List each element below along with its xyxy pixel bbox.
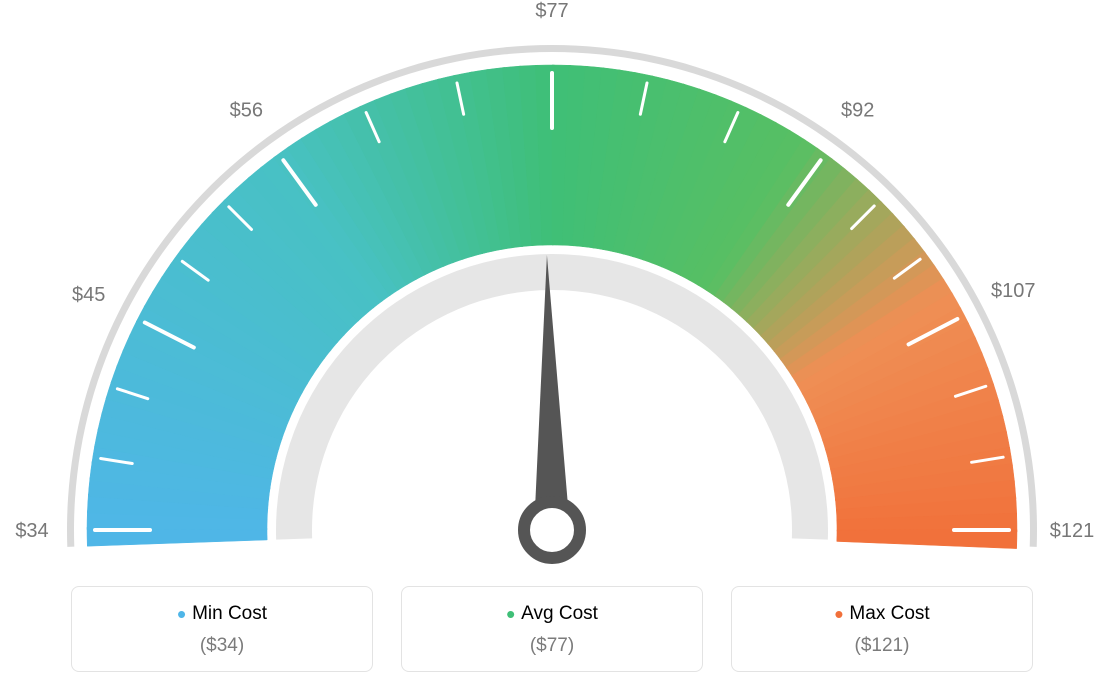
svg-text:$121: $121 <box>1050 520 1095 542</box>
dot-icon: • <box>834 599 843 629</box>
legend-label-text: Avg Cost <box>521 603 598 624</box>
svg-text:$77: $77 <box>535 0 568 22</box>
gauge-chart-container: $34$45$56$77$92$107$121 •Min Cost ($34) … <box>0 0 1104 690</box>
dot-icon: • <box>506 599 515 629</box>
legend-label-avg: •Avg Cost <box>402 603 702 625</box>
gauge-needle <box>524 255 580 558</box>
gauge: $34 $45 $56 $77 $92 $107 $121 <box>0 0 1104 570</box>
svg-text:$34: $34 <box>15 520 48 542</box>
legend-card-avg: •Avg Cost ($77) <box>401 586 703 672</box>
svg-text:$92: $92 <box>841 99 874 121</box>
svg-text:$45: $45 <box>72 284 105 306</box>
legend: •Min Cost ($34) •Avg Cost ($77) •Max Cos… <box>0 586 1104 672</box>
svg-text:$56: $56 <box>230 99 263 121</box>
legend-value-avg: ($77) <box>402 635 702 657</box>
legend-card-max: •Max Cost ($121) <box>731 586 1033 672</box>
gauge-needle-hub <box>524 502 580 558</box>
svg-text:$107: $107 <box>991 280 1036 302</box>
legend-value-max: ($121) <box>732 635 1032 657</box>
legend-label-max: •Max Cost <box>732 603 1032 625</box>
legend-value-min: ($34) <box>72 635 372 657</box>
legend-card-min: •Min Cost ($34) <box>71 586 373 672</box>
dot-icon: • <box>177 599 186 629</box>
legend-label-min: •Min Cost <box>72 603 372 625</box>
legend-label-text: Min Cost <box>192 603 267 624</box>
legend-label-text: Max Cost <box>849 603 929 624</box>
